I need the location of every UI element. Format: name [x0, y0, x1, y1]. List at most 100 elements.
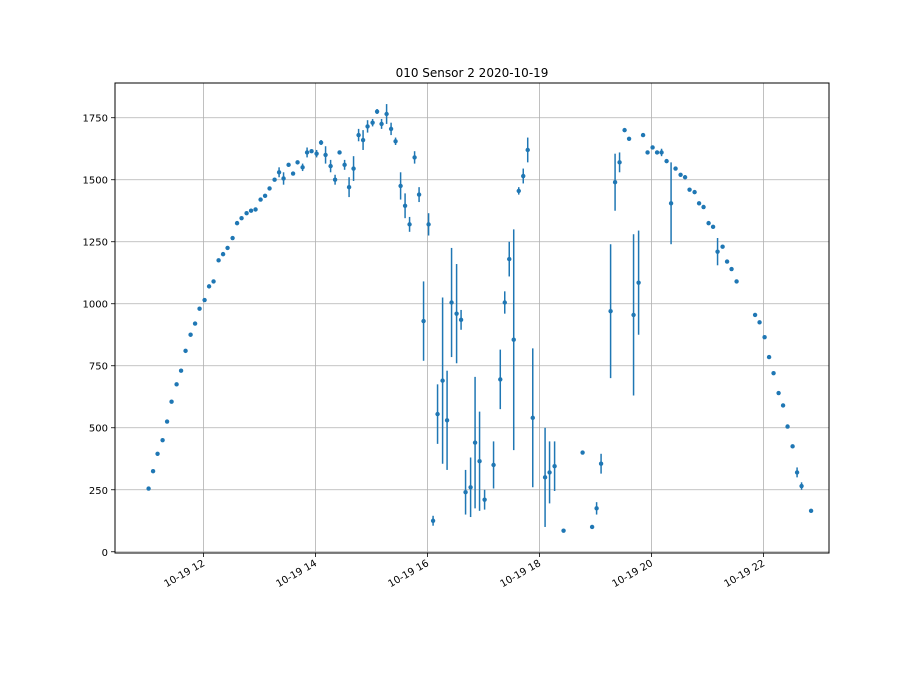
data-point [276, 170, 282, 175]
data-point [640, 132, 646, 138]
data-point [687, 187, 692, 192]
data-point [402, 203, 408, 208]
data-point [449, 300, 454, 305]
data-point [729, 266, 734, 272]
data-point [799, 483, 804, 489]
data-point [360, 137, 366, 143]
data-point [388, 126, 394, 132]
data-point [516, 188, 521, 194]
data-point [290, 171, 296, 176]
data-point [654, 150, 660, 155]
data-point [309, 149, 314, 154]
data-point [426, 222, 431, 227]
data-point [472, 440, 478, 445]
data-point [645, 150, 650, 155]
data-point [416, 192, 422, 197]
data-point [659, 150, 664, 155]
y-tick-label: 0 [102, 548, 108, 559]
data-point [454, 311, 459, 316]
data-point [346, 184, 352, 190]
data-point [463, 490, 468, 495]
data-point [780, 403, 786, 408]
y-tick-label: 250 [89, 486, 108, 497]
data-point [230, 235, 235, 241]
data-point [542, 475, 548, 480]
data-point [421, 318, 426, 324]
data-point [530, 415, 535, 421]
y-tick-label: 1000 [83, 300, 108, 311]
data-point [258, 197, 263, 202]
data-point [752, 312, 758, 318]
data-point [458, 317, 464, 323]
data-point [435, 411, 440, 417]
data-point [673, 166, 678, 171]
data-point [178, 368, 184, 373]
data-point [701, 204, 706, 210]
data-point [398, 183, 403, 189]
data-point [188, 332, 193, 337]
data-point [244, 211, 249, 216]
data-point [337, 150, 342, 155]
data-point [757, 320, 762, 325]
data-point [594, 506, 599, 511]
data-point [206, 284, 212, 289]
data-point [477, 459, 482, 464]
data-point [491, 462, 496, 468]
data-point [525, 147, 530, 153]
data-point [248, 208, 254, 213]
data-point [724, 259, 730, 264]
data-point [561, 528, 566, 533]
data-point [286, 162, 291, 168]
data-point [498, 377, 503, 382]
data-point [197, 306, 202, 311]
data-point [521, 173, 526, 179]
data-point [328, 163, 333, 169]
data-point [631, 312, 636, 318]
data-point [183, 348, 188, 354]
data-point [440, 378, 445, 383]
data-point [706, 220, 711, 226]
data-point [682, 175, 688, 180]
data-point [300, 165, 305, 170]
data-point [608, 308, 613, 314]
data-point [626, 136, 632, 142]
data-point [407, 222, 412, 227]
data-point [239, 215, 244, 221]
data-point [365, 124, 370, 129]
data-point [692, 189, 697, 195]
data-point [678, 172, 683, 177]
data-point [272, 177, 277, 182]
data-point [412, 155, 417, 160]
data-point [622, 127, 627, 133]
data-point [636, 280, 641, 285]
data-point [430, 518, 436, 523]
data-point [589, 524, 595, 530]
data-point [267, 186, 272, 191]
data-point [776, 390, 781, 396]
y-tick-label: 1500 [83, 176, 108, 187]
data-point [715, 249, 720, 254]
data-point [323, 152, 328, 158]
y-tick-label: 1750 [83, 114, 108, 125]
data-point [262, 193, 268, 199]
data-point [696, 201, 702, 206]
data-point [332, 177, 338, 182]
data-points [146, 104, 814, 533]
data-point [547, 470, 552, 475]
data-point [468, 485, 473, 490]
data-point [150, 468, 156, 474]
data-point [192, 321, 198, 326]
chart-title: 010 Sensor 2 2020-10-19 [396, 66, 549, 80]
data-point [384, 111, 389, 117]
data-point [281, 176, 286, 181]
data-point [160, 437, 165, 443]
data-point [253, 207, 258, 212]
data-point [668, 201, 674, 206]
grid [115, 83, 829, 553]
data-point [507, 256, 512, 262]
data-point [617, 160, 622, 165]
data-point [762, 335, 767, 340]
data-point [370, 120, 375, 125]
